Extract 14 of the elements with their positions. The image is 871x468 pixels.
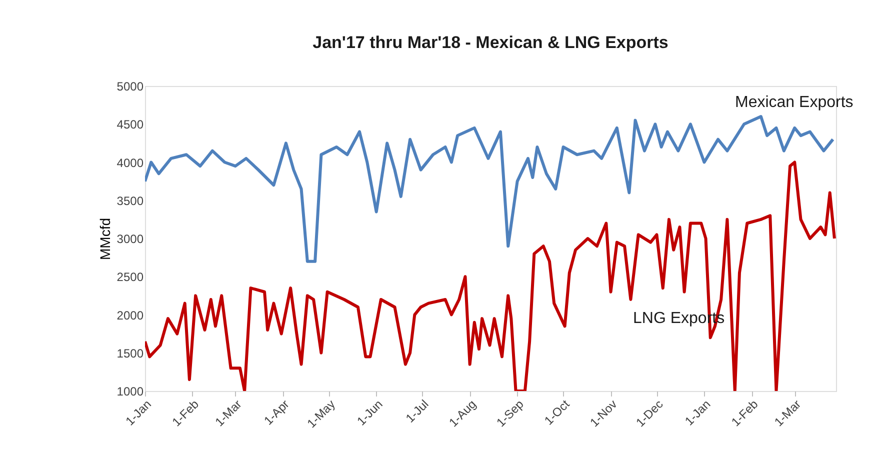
y-tick-label: 4500: [116, 118, 144, 132]
y-tick-label: 4000: [116, 156, 144, 170]
y-axis-title: MMcfd: [96, 218, 113, 260]
y-tick-label: 3000: [116, 232, 144, 246]
line-series: [145, 115, 834, 263]
series-label: Mexican Exports: [735, 94, 854, 111]
y-tick-label: 2000: [116, 308, 144, 322]
line-series: [145, 160, 836, 391]
y-tick-label: 3500: [116, 194, 144, 208]
y-tick-label: 5000: [116, 80, 144, 94]
y-tick-label: 1000: [116, 384, 144, 398]
chart-title: Jan'17 thru Mar'18 - Mexican & LNG Exports: [312, 33, 668, 52]
y-tick-label: 1500: [116, 346, 144, 360]
y-tick-label: 2500: [116, 270, 144, 284]
